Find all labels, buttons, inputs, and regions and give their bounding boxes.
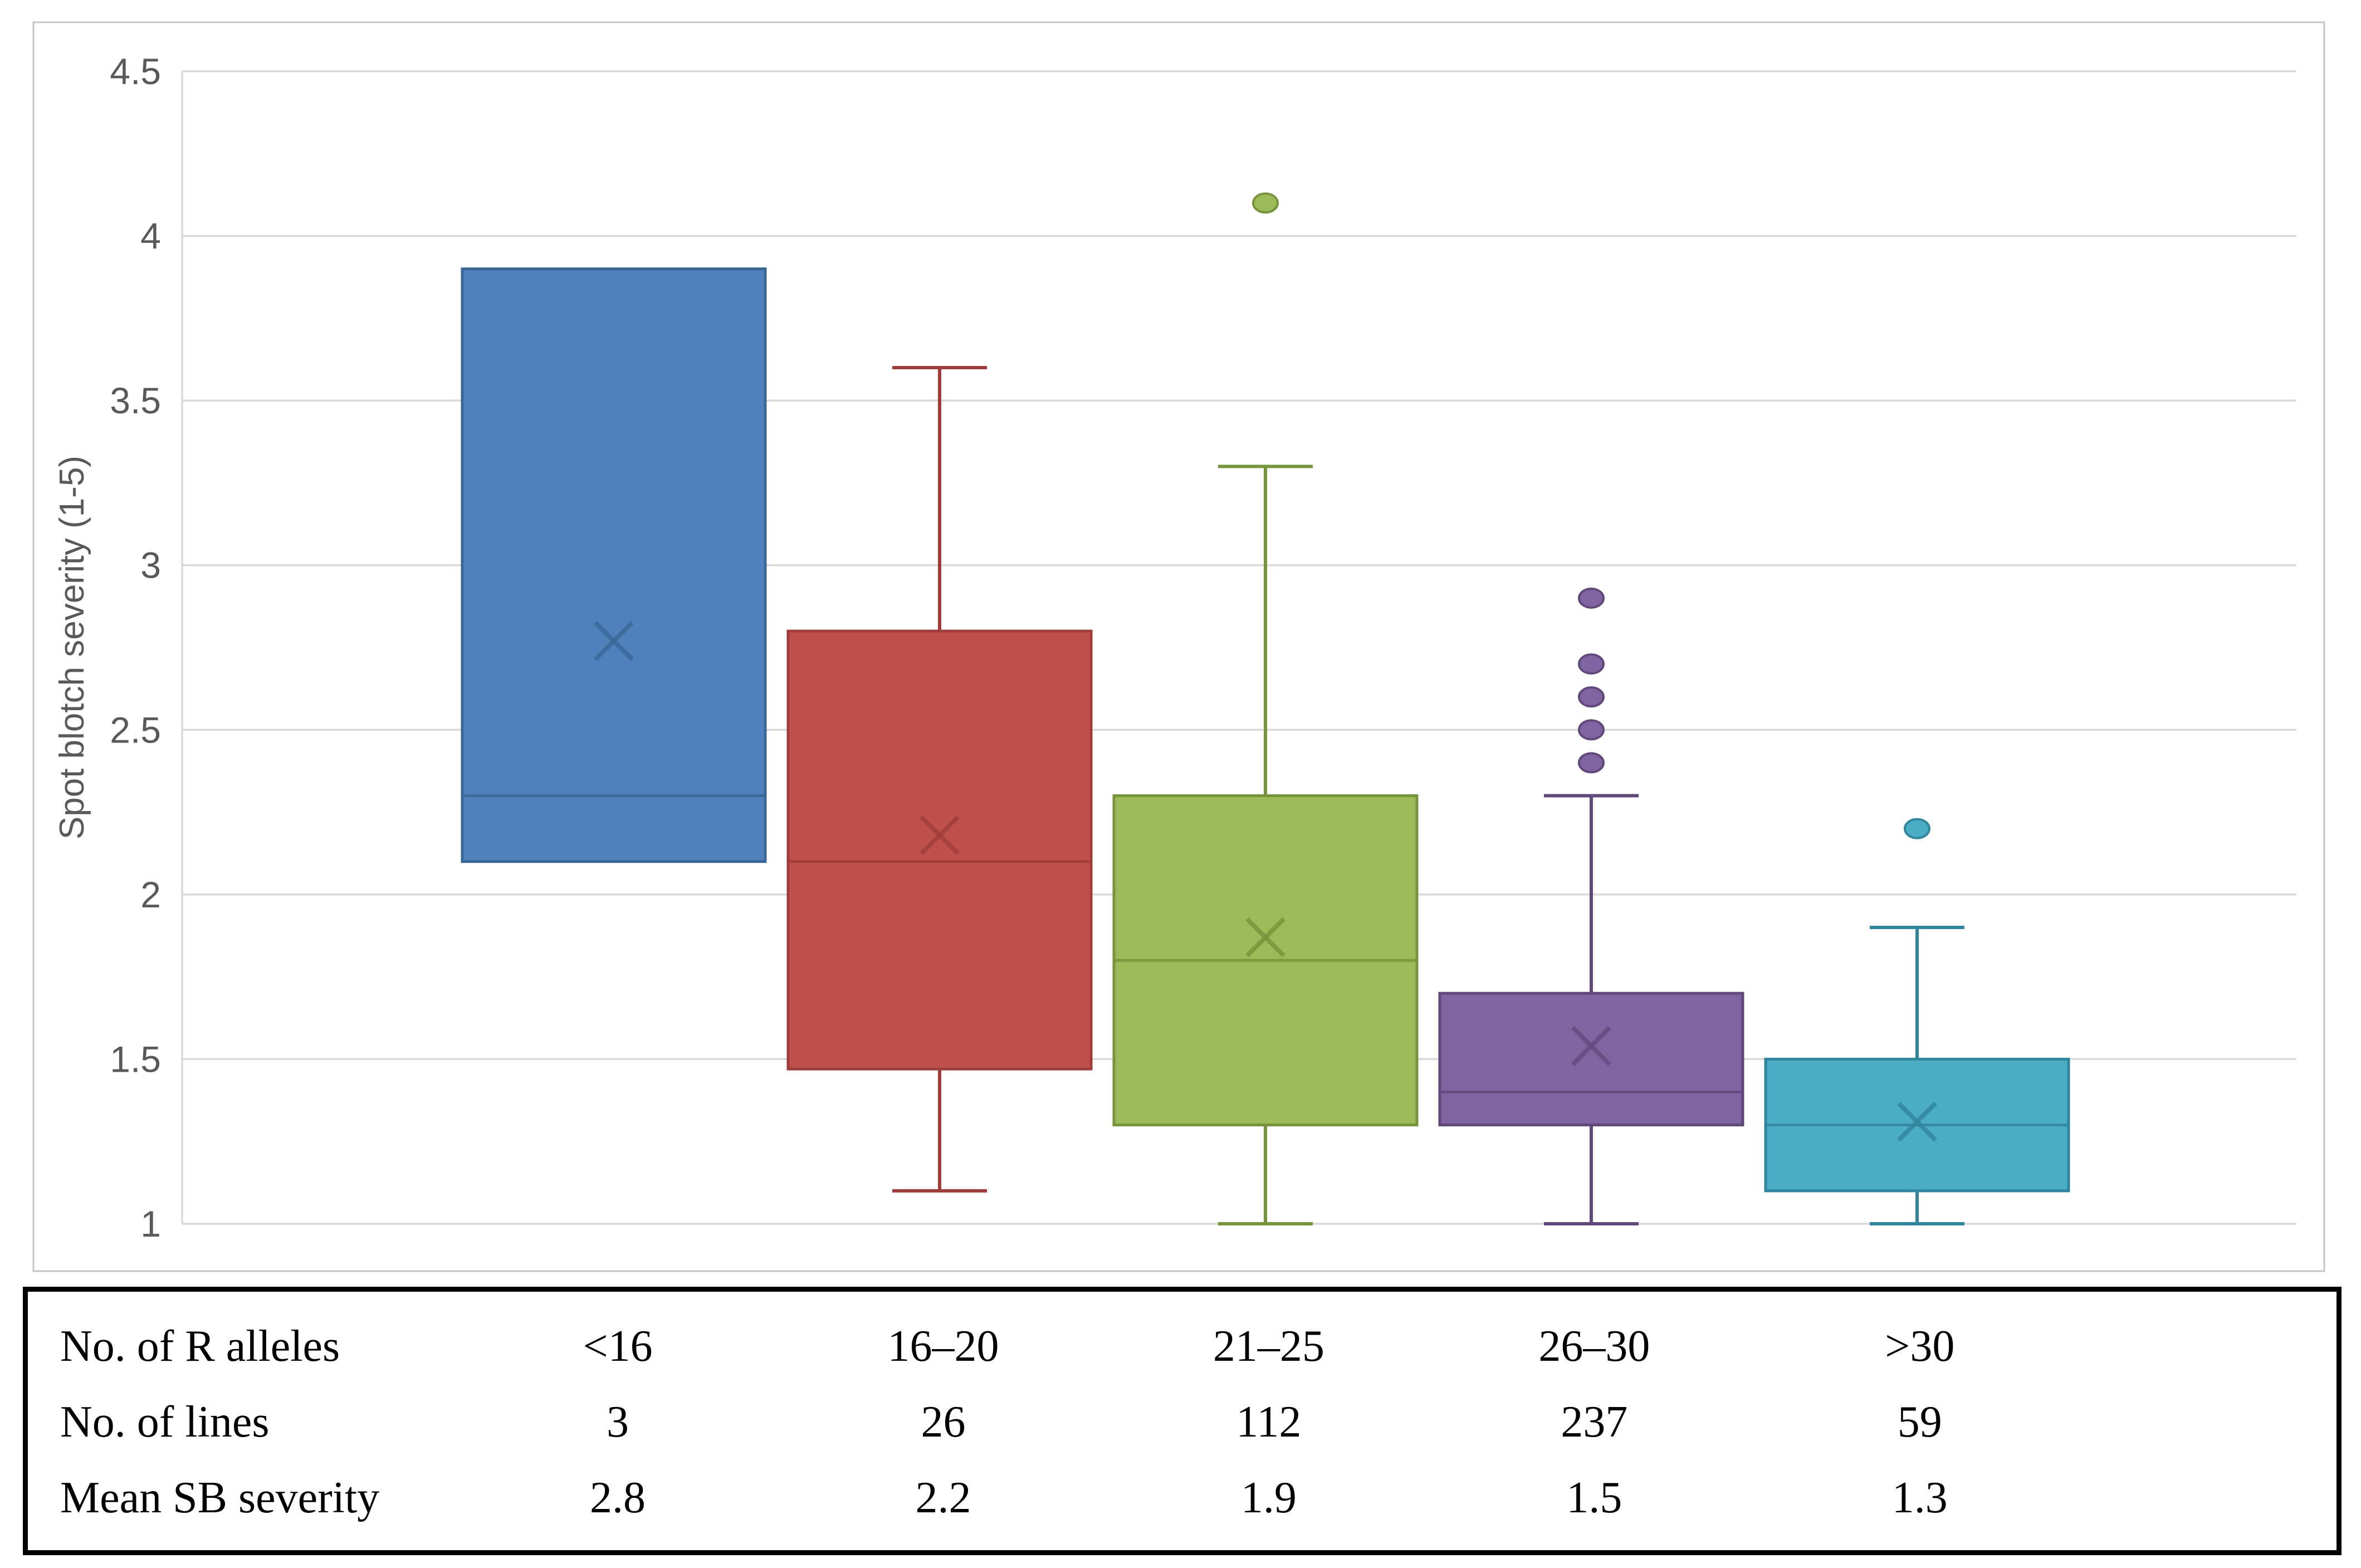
outlier-dot — [1578, 752, 1605, 774]
table-cell: 112 — [1236, 1397, 1302, 1447]
box — [786, 629, 1093, 1071]
row-label-mean-sb: Mean SB severity — [60, 1473, 380, 1522]
table-cell: 237 — [1561, 1397, 1628, 1447]
table-cell: 3 — [607, 1397, 629, 1447]
table-cell: 2.8 — [590, 1473, 646, 1522]
outlier-dot — [1578, 686, 1605, 708]
table-row: Mean SB severity 2.8 2.2 1.9 1.5 1.3 — [28, 1460, 2336, 1536]
row-label-r-alleles: No. of R alleles — [60, 1321, 340, 1371]
y-tick-label: 1 — [140, 1203, 161, 1244]
row-label-lines: No. of lines — [60, 1397, 270, 1447]
boxplot-series-5 — [1764, 818, 2070, 1225]
outlier-dot — [1252, 192, 1279, 214]
boxplot-series-2 — [786, 366, 1093, 1193]
table-row: No. of lines 3 26 112 237 59 — [28, 1384, 2336, 1460]
box — [461, 267, 767, 863]
mean-x-marker — [1571, 1025, 1611, 1066]
table-cell: 26 — [921, 1397, 966, 1447]
boxplot-series-3 — [1112, 192, 1419, 1225]
mean-x-marker — [594, 621, 634, 661]
box — [1438, 991, 1744, 1127]
table-cell: 1.3 — [1891, 1473, 1948, 1522]
table-cell: 21–25 — [1213, 1321, 1324, 1371]
table-cell: >30 — [1885, 1321, 1955, 1371]
y-tick-label: 3.5 — [110, 380, 161, 421]
table-cell: 16–20 — [887, 1321, 999, 1371]
table-cell: 59 — [1897, 1397, 1942, 1447]
y-tick-label: 1.5 — [110, 1038, 161, 1079]
outlier-dot — [1904, 818, 1930, 839]
mean-x-marker — [1897, 1101, 1937, 1142]
table-cell: 1.9 — [1240, 1473, 1297, 1522]
y-axis-title: Spot blotch severity (1-5) — [53, 456, 91, 839]
boxplot-series-1 — [461, 267, 767, 863]
summary-table: No. of R alleles <16 16–20 21–25 26–30 >… — [23, 1287, 2342, 1555]
table-cell: <16 — [583, 1321, 653, 1371]
table-row: No. of R alleles <16 16–20 21–25 26–30 >… — [28, 1308, 2336, 1384]
y-tick-label: 2 — [140, 874, 161, 915]
outlier-dot — [1578, 719, 1605, 741]
boxplot-series-4 — [1438, 587, 1744, 1225]
table-cell: 2.2 — [915, 1473, 971, 1522]
outlier-dot — [1578, 587, 1605, 609]
y-tick-label: 3 — [140, 545, 161, 586]
mean-x-marker — [1245, 917, 1285, 958]
mean-x-marker — [920, 815, 960, 856]
table-cell: 26–30 — [1538, 1321, 1650, 1371]
y-tick-label: 4.5 — [110, 51, 161, 92]
outlier-dot — [1578, 653, 1605, 675]
y-tick-label: 2.5 — [110, 709, 161, 750]
y-tick-label: 4 — [140, 216, 161, 257]
table-cell: 1.5 — [1566, 1473, 1622, 1522]
